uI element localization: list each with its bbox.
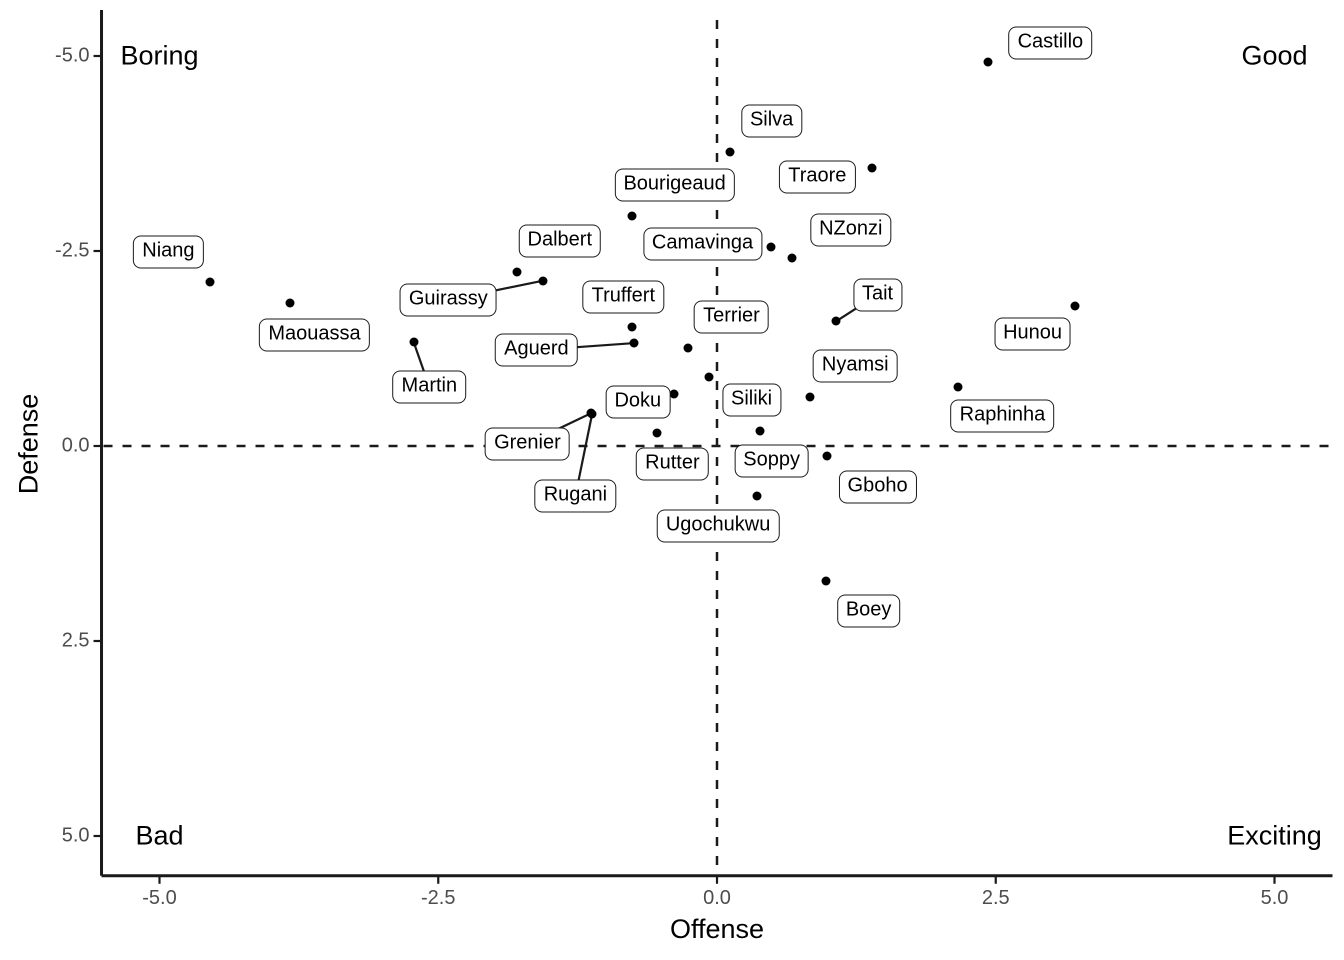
point-label: Silva <box>740 104 803 138</box>
point-label: Raphinha <box>950 399 1055 433</box>
point-label: Grenier <box>485 427 570 461</box>
quadrant-label: Boring <box>120 40 199 71</box>
data-point <box>652 428 662 438</box>
data-point <box>805 392 815 402</box>
x-tick-label: 2.5 <box>981 886 1010 909</box>
data-point <box>755 426 765 436</box>
data-point <box>683 343 693 353</box>
y-tick-label: -5.0 <box>55 44 90 67</box>
point-label: Boey <box>836 594 901 628</box>
data-point <box>627 211 637 221</box>
data-point <box>766 242 776 252</box>
data-point <box>822 451 832 461</box>
point-label: Gboho <box>838 470 917 504</box>
data-point <box>669 389 678 399</box>
point-label: Niang <box>133 235 204 269</box>
quadrant-label: Exciting <box>1227 820 1322 851</box>
point-label: Rutter <box>636 447 709 481</box>
data-point <box>867 163 877 173</box>
y-tick-label: 2.5 <box>61 629 90 652</box>
data-point <box>629 338 639 348</box>
y-tick-label: -2.5 <box>55 239 90 262</box>
point-label: Ugochukwu <box>656 509 780 543</box>
data-point <box>821 576 831 586</box>
data-point <box>1070 301 1080 311</box>
point-label: Aguerd <box>495 333 578 367</box>
data-point <box>587 409 597 419</box>
quadrant-label: Good <box>1241 40 1308 71</box>
point-label: Tait <box>852 278 903 312</box>
x-tick-label: -2.5 <box>421 886 456 909</box>
y-axis-title: Defense <box>13 393 44 495</box>
point-label: NZonzi <box>810 213 892 247</box>
point-label: Camavinga <box>642 227 763 261</box>
point-label: Rugani <box>534 479 617 513</box>
y-tick-label: 5.0 <box>61 824 90 847</box>
point-label: Nyamsi <box>812 349 898 383</box>
point-label: Maouassa <box>259 318 370 352</box>
point-label: Bourigeaud <box>614 168 735 202</box>
point-label: Martin <box>392 370 467 404</box>
point-label: Truffert <box>582 280 665 314</box>
x-axis-title: Offense <box>669 914 765 944</box>
data-point <box>205 277 215 287</box>
x-tick-label: -5.0 <box>142 886 177 909</box>
point-label: Hunou <box>994 317 1071 351</box>
data-point <box>512 267 522 277</box>
data-point <box>787 253 797 263</box>
point-label: Castillo <box>1008 26 1093 60</box>
point-label: Doku <box>605 385 671 419</box>
data-point <box>953 382 963 392</box>
data-point <box>538 276 548 286</box>
point-label: Guirassy <box>399 283 497 317</box>
data-point <box>983 57 993 67</box>
point-label: Soppy <box>734 444 809 478</box>
data-point <box>752 491 762 501</box>
data-point <box>409 337 419 347</box>
point-label: Siliki <box>722 383 782 417</box>
data-point <box>285 298 295 308</box>
quadrant-label: Bad <box>135 820 184 851</box>
y-tick-label: 0.0 <box>61 434 90 457</box>
data-point <box>831 316 841 326</box>
data-point <box>704 372 714 382</box>
point-label: Traore <box>779 160 856 194</box>
point-label: Terrier <box>694 300 769 334</box>
x-tick-label: 0.0 <box>703 886 731 909</box>
point-label: Dalbert <box>518 224 602 258</box>
data-point <box>725 147 735 157</box>
data-point <box>627 322 637 332</box>
x-tick-label: 5.0 <box>1260 886 1289 909</box>
